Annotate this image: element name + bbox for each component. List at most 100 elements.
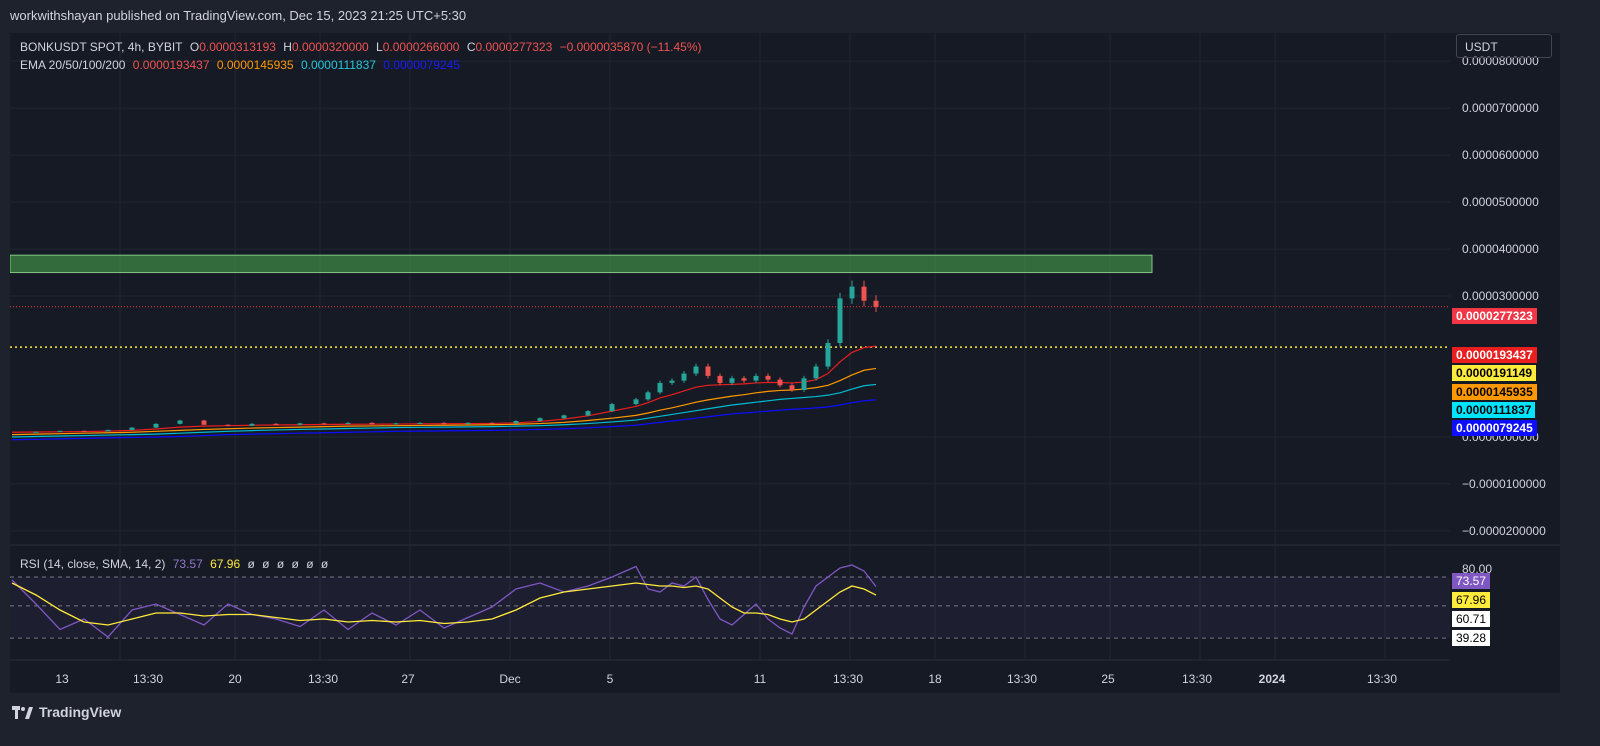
high-value: 0.0000320000 (291, 40, 369, 54)
candle-body (33, 431, 39, 433)
price-pane-bg (10, 33, 1450, 545)
time-tick-label: 13:30 (1367, 672, 1397, 686)
footer (0, 700, 1600, 746)
candle-body (273, 423, 279, 425)
ema100-line (11, 383, 877, 438)
candle-body (789, 385, 795, 390)
price-tick-label: −0.0000200000 (1462, 524, 1546, 538)
ema200-value: 0.0000079245 (383, 58, 461, 72)
open-label: O (189, 40, 200, 54)
candle-body (537, 418, 543, 421)
rsi-extra-4: ø (306, 557, 314, 571)
candle-body (825, 343, 831, 367)
candle-body (393, 423, 399, 425)
rsi-pane-bg (10, 545, 1450, 693)
symbol-label[interactable]: BONKUSDT SPOT, 4h, BYBIT (20, 40, 183, 54)
price-tick-label: 0.0000500000 (1462, 195, 1539, 209)
close-label: C (466, 40, 476, 54)
candle-body (849, 286, 855, 299)
candle-body (417, 422, 423, 424)
candle-body (345, 422, 351, 424)
time-tick-label: 11 (754, 672, 767, 686)
candle-body (681, 373, 687, 381)
change-value: −0.0000035870 (−11.45%) (559, 40, 702, 54)
time-tick-label: 5 (607, 672, 614, 686)
candle-body (873, 300, 879, 307)
last-price-label: 0.0000277323 (1452, 308, 1537, 324)
chart-frame[interactable]: 0.0000800000 0.0000700000 0.0000600000 0.00… (10, 33, 1560, 693)
ema100-price-label: 0.0000111837 (1452, 402, 1536, 418)
rsi-extra-3: ø (291, 557, 299, 571)
rsi-extra-0: ø (247, 557, 255, 571)
rsi-lower-label: 39.28 (1452, 630, 1491, 646)
rsi-extra-5: ø (320, 557, 329, 571)
ohlc-legend: BONKUSDT SPOT, 4h, BYBIT O0.0000313193 H… (20, 40, 706, 54)
time-tick-label: 13:30 (1182, 672, 1212, 686)
low-value: 0.0000266000 (382, 40, 460, 54)
price-tick-label: 0.0000400000 (1462, 242, 1539, 256)
candle-body (813, 366, 819, 379)
rsi-upper-label: 60.71 (1452, 611, 1491, 627)
time-tick-label: 13:30 (308, 672, 338, 686)
price-tick-label: 0.0000700000 (1462, 101, 1539, 115)
candle-body (585, 411, 591, 416)
candle-body (465, 422, 471, 424)
candle-body (105, 429, 111, 432)
tradingview-logo-icon (12, 706, 33, 720)
candle-body (225, 424, 231, 426)
ema200-line (11, 399, 877, 441)
candle-body (153, 423, 159, 428)
resistance-zone (10, 254, 1153, 274)
candle-body (609, 404, 615, 412)
ema50-line (11, 367, 877, 436)
low-label: L (376, 40, 383, 54)
candle-body (693, 366, 699, 374)
candle-body (513, 420, 519, 424)
candle-body (201, 420, 207, 425)
rsi-value-label: 73.57 (1452, 573, 1491, 589)
time-tick-label: 27 (401, 672, 415, 686)
hline-price-label: 0.0000191149 (1452, 365, 1537, 381)
time-tick-label: 13:30 (1007, 672, 1037, 686)
candle-body (765, 375, 771, 380)
top-bar: workwithshayan published on TradingView.… (0, 0, 1600, 33)
currency-selector[interactable]: USDT (1456, 34, 1552, 58)
time-tick-label: 25 (1101, 672, 1115, 686)
candle-body (633, 399, 639, 405)
time-tick-label: Dec (499, 672, 520, 686)
time-tick-label: 13:30 (833, 672, 863, 686)
candle-body (837, 298, 843, 344)
ema200-price-label: 0.0000079245 (1452, 420, 1537, 436)
rsi-extra-2: ø (276, 557, 285, 571)
close-value: 0.0000277323 (475, 40, 553, 54)
price-tick-label: −0.0000100000 (1462, 477, 1546, 491)
candle-body (753, 375, 759, 381)
time-tick-label: 13:30 (133, 672, 163, 686)
tradingview-brand[interactable]: TradingView (12, 704, 121, 720)
candle-body (489, 422, 495, 424)
rsi-band-bg (10, 577, 1450, 639)
ema20-price-label: 0.0000193437 (1452, 347, 1537, 363)
ema100-value: 0.0000111837 (300, 58, 376, 72)
candle-body (369, 422, 375, 425)
open-value: 0.0000313193 (199, 40, 276, 54)
ema-label[interactable]: EMA 20/50/100/200 (20, 58, 126, 72)
rsi-sma-line (11, 582, 877, 626)
rsi-label[interactable]: RSI (14, close, SMA, 14, 2) (20, 557, 166, 571)
publisher-line: workwithshayan published on TradingView.… (10, 8, 467, 23)
price-tick-label: 0.0000600000 (1462, 148, 1539, 162)
chart-canvas[interactable]: 0.00008000000.00007000000.00006000000.00… (10, 33, 1560, 693)
candle-body (861, 286, 867, 301)
candle-body (741, 378, 747, 381)
time-tick-label: 2024 (1259, 672, 1286, 686)
candle-body (57, 430, 63, 432)
rsi-tick-label: 80.00 (1462, 562, 1492, 576)
ema-legend: EMA 20/50/100/200 0.0000193437 0.0000145… (20, 58, 464, 72)
ema20-value: 0.0000193437 (132, 58, 210, 72)
time-tick-label: 13 (55, 672, 69, 686)
ema20-line (11, 345, 877, 433)
rsi-extra-1: ø (262, 557, 270, 571)
ema50-value: 0.0000145935 (216, 58, 294, 72)
candle-body (801, 378, 807, 390)
candle-body (441, 422, 447, 424)
